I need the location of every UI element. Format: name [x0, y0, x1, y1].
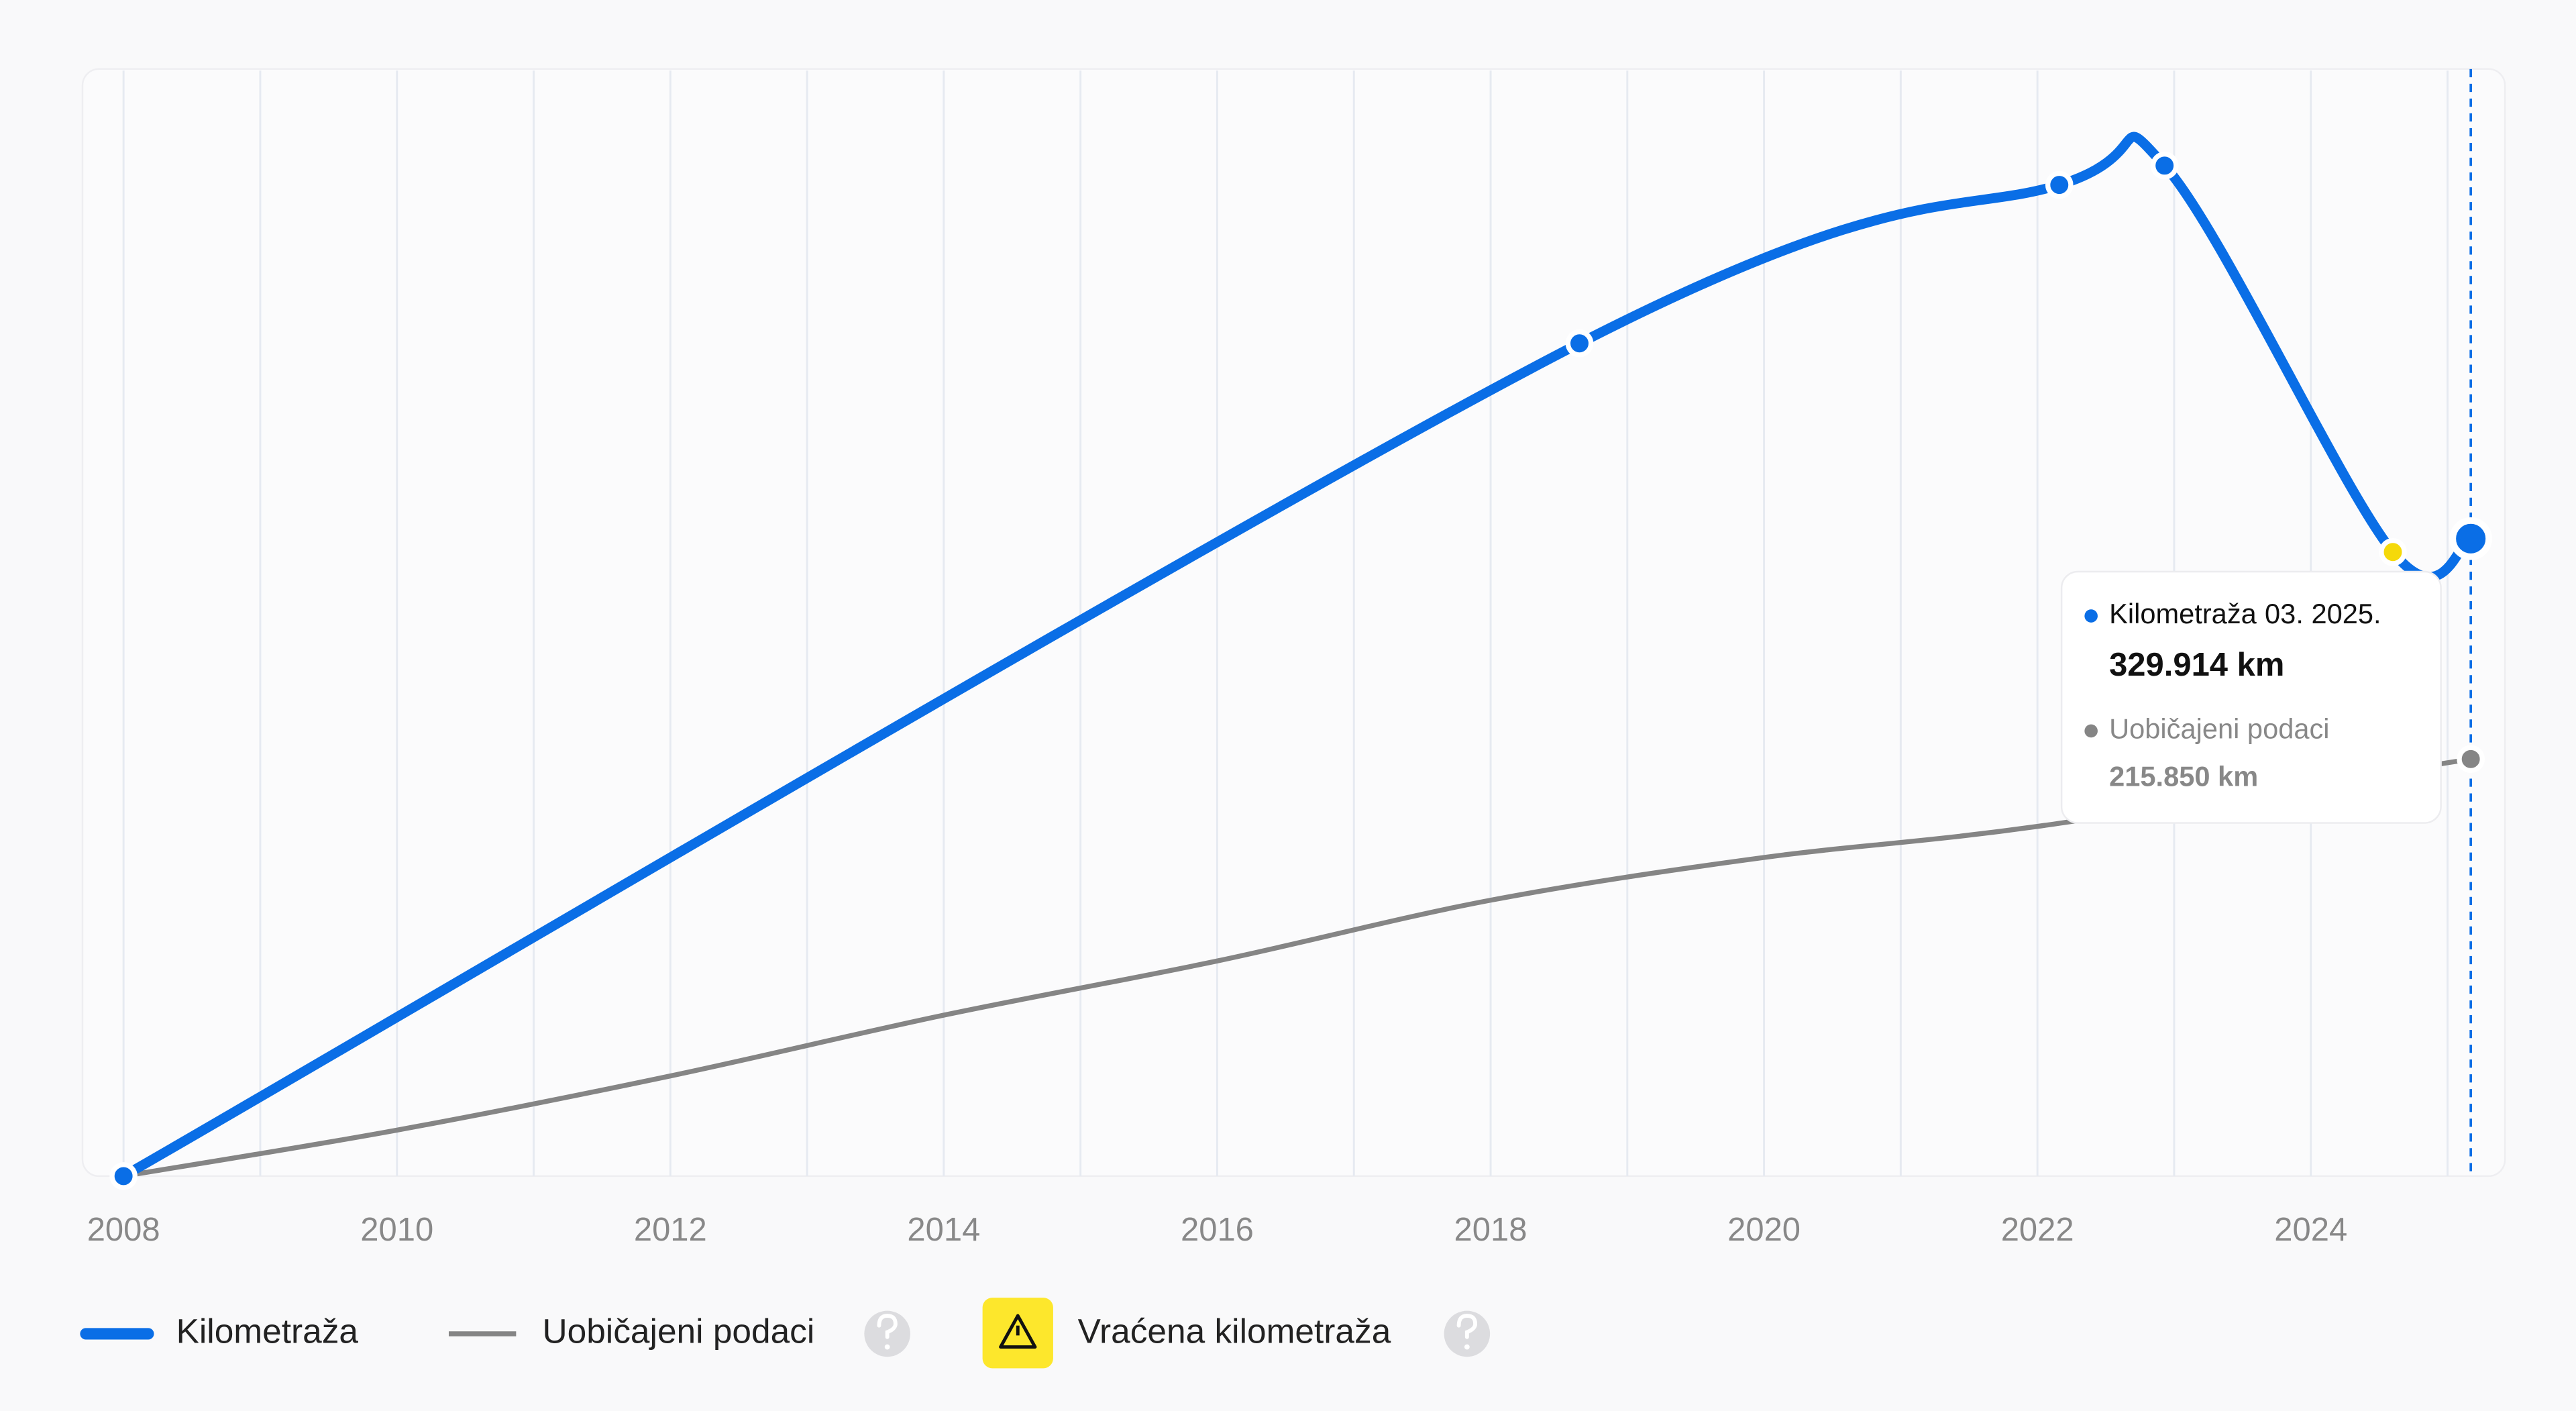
plot-area	[81, 68, 2506, 1178]
help-icon[interactable]	[864, 1310, 910, 1357]
tooltip-box	[2060, 570, 2442, 824]
tooltip-date: 03. 2025.	[2265, 598, 2381, 629]
x-tick-label: 2014	[907, 1212, 980, 1248]
data-point	[2379, 537, 2407, 566]
data-point	[109, 1162, 138, 1190]
tooltip-dot	[2084, 724, 2098, 738]
tooltip-value: 329.914 km	[2109, 647, 2284, 683]
x-tick-label: 2018	[1454, 1212, 1527, 1248]
legend-label: Kilometraža	[176, 1312, 359, 1351]
tooltip-dot	[2084, 609, 2098, 623]
x-tick-label: 2008	[87, 1212, 160, 1248]
series-line	[121, 756, 2473, 1179]
warning-icon	[999, 1314, 1037, 1349]
x-tick-label: 2024	[2274, 1212, 2347, 1248]
legend-label: Uobičajeni podaci	[543, 1312, 815, 1351]
x-tick-label: 2012	[634, 1212, 707, 1248]
legend-label: Vraćena kilometraža	[1078, 1312, 1391, 1351]
data-point	[2457, 745, 2485, 774]
help-icon[interactable]	[1444, 1310, 1491, 1357]
x-tick-label: 2020	[1727, 1212, 1801, 1248]
tooltip-series-name: Uobičajeni podaci	[2109, 713, 2329, 744]
tooltip: Kilometraža 03. 2025. 329.914 km Uobičaje…	[2060, 570, 2442, 824]
tooltip-value: 215.850 km	[2109, 760, 2258, 792]
x-tick-label: 2010	[360, 1212, 433, 1248]
tooltip-series-name: Kilometraža	[2109, 598, 2257, 629]
tooltip-title: Kilometraža 03. 2025.	[2109, 598, 2381, 629]
data-point	[1565, 329, 1594, 358]
x-tick-label: 2016	[1181, 1212, 1254, 1248]
series-line	[118, 132, 2476, 1182]
data-point	[2150, 152, 2179, 180]
data-point	[2449, 517, 2492, 560]
x-tick-label: 2022	[2001, 1212, 2074, 1248]
data-point	[2045, 170, 2074, 199]
legend: Kilometraža Uobičajeni podaci Vraćena ki…	[80, 1298, 1491, 1369]
